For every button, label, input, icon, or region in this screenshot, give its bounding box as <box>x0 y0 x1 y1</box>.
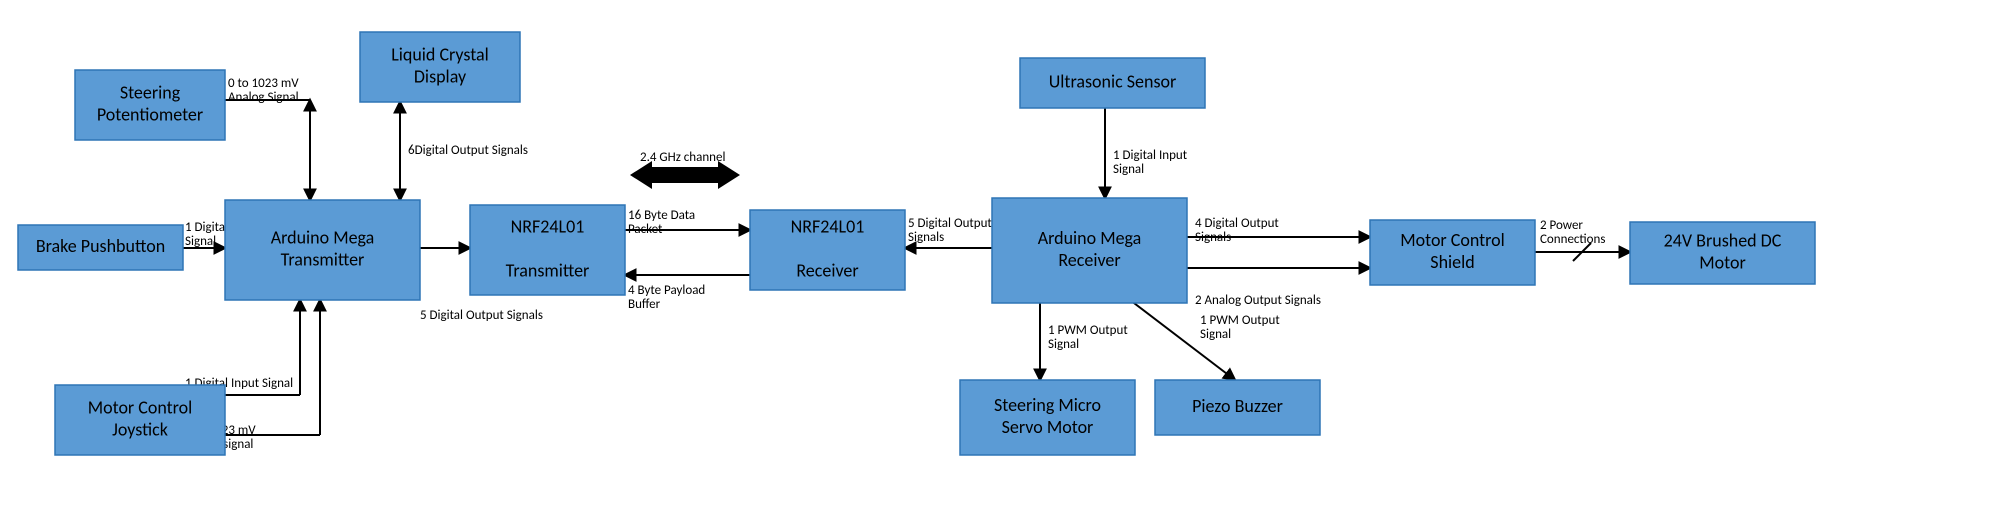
edge-label-mega_to_piezo-l1: Signal <box>1200 327 1231 342</box>
edge-label-ultra_to_mega-l0: 1 Digital Input <box>1113 148 1188 163</box>
node-ultra: Ultrasonic Sensor <box>1020 58 1205 108</box>
node-label-lcd-l1: Display <box>414 65 467 87</box>
node-label-servo-l1: Servo Motor <box>1002 416 1094 438</box>
edge-nrfrx_to_mega: 5 Digital OutputSignals <box>905 216 992 248</box>
edge-mega_to_shield_top: 4 Digital OutputSignals <box>1187 216 1370 245</box>
node-label-shield-l1: Shield <box>1430 251 1474 273</box>
edge-label-mega_to_lcd: 6Digital Output Signals <box>408 143 528 158</box>
node-label-steer_pot-l1: Potentiometer <box>97 103 203 125</box>
node-label-joy-l1: Joystick <box>112 418 168 440</box>
edge-label-mega_to_shield_top-l0: 4 Digital Output <box>1195 216 1279 231</box>
edge-label-nrftx_to_rx_top-l0: 16 Byte Data <box>628 208 695 223</box>
edge-ultra_to_mega: 1 Digital InputSignal <box>1105 108 1188 198</box>
edge-mega_to_lcd: 6Digital Output Signals <box>400 102 528 200</box>
node-label-brake: Brake Pushbutton <box>36 235 165 257</box>
edge-mega_to_piezo: 1 PWM OutputSignal <box>1130 300 1280 380</box>
edge-label-mega_to_shield_bot: 2 Analog Output Signals <box>1195 293 1321 308</box>
node-label-tx_mega-l0: Arduino Mega <box>271 226 375 248</box>
node-joy: Motor ControlJoystick <box>55 385 225 455</box>
node-label-ultra: Ultrasonic Sensor <box>1049 70 1177 92</box>
edge-pot_to_mega_h: 0 to 1023 mVAnalog Signal <box>225 76 310 105</box>
node-lcd: Liquid CrystalDisplay <box>360 32 520 102</box>
edge-mega_to_shield_bot: 2 Analog Output Signals <box>1187 268 1370 308</box>
edge-nrfrx_to_tx_bot: 4 Byte PayloadBuffer <box>625 275 750 312</box>
edge-label-mega_to_servo-l0: 1 PWM Output <box>1048 323 1128 338</box>
node-brake: Brake Pushbutton <box>18 225 183 270</box>
node-label-rx_mega-l1: Receiver <box>1058 249 1120 271</box>
node-label-nrf_tx-l0: NRF24L01 <box>511 215 585 237</box>
node-label-shield-l0: Motor Control <box>1400 229 1505 251</box>
node-label-piezo: Piezo Buzzer <box>1192 395 1283 417</box>
node-label-motor-l1: Motor <box>1699 251 1746 273</box>
edge-label-nrfrx_to_mega-l1: Signals <box>908 230 944 245</box>
edge-label-mega_to_shield_top-l1: Signals <box>1195 230 1231 245</box>
edge-label-mega_to_nrftx: 5 Digital Output Signals <box>420 308 543 323</box>
node-shield: Motor ControlShield <box>1370 220 1535 285</box>
node-steer_pot: SteeringPotentiometer <box>75 70 225 140</box>
node-label-motor-l0: 24V Brushed DC <box>1664 229 1782 251</box>
node-label-lcd-l0: Liquid Crystal <box>391 43 489 65</box>
edge-label-mega_to_piezo-l0: 1 PWM Output <box>1200 313 1280 328</box>
node-rx_mega: Arduino MegaReceiver <box>992 198 1187 303</box>
edge-label-mega_to_servo-l1: Signal <box>1048 337 1079 352</box>
node-label-servo-l0: Steering Micro <box>994 394 1101 416</box>
node-label-nrf_rx-l0: NRF24L01 <box>791 215 865 237</box>
edge-shield_to_motor: 2 PowerConnections <box>1535 218 1630 261</box>
node-motor: 24V Brushed DCMotor <box>1630 222 1815 284</box>
edge-label-shield_to_motor-l1: Connections <box>1540 232 1605 247</box>
node-label-nrf_rx-l2: Receiver <box>796 259 858 281</box>
node-label-nrf_tx-l2: Transmitter <box>506 259 590 281</box>
node-tx_mega: Arduino MegaTransmitter <box>225 200 420 300</box>
edge-label-nrfrx_to_tx_bot-l0: 4 Byte Payload <box>628 283 705 298</box>
node-nrf_rx: NRF24L01 Receiver <box>750 210 905 290</box>
edge-label-shield_to_motor-l0: 2 Power <box>1540 218 1583 233</box>
edge-label-pot_to_mega_h-l0: 0 to 1023 mV <box>228 76 299 91</box>
node-nrf_tx: NRF24L01 Transmitter <box>470 205 625 295</box>
edge-label-ultra_to_mega-l1: Signal <box>1113 162 1144 177</box>
edge-label-nrftx_to_rx_top-l1: Packet <box>628 222 663 237</box>
node-label-rx_mega-l0: Arduino Mega <box>1038 227 1142 249</box>
edge-rf_channel: 2.4 GHz channel <box>630 150 740 189</box>
node-label-joy-l0: Motor Control <box>88 396 193 418</box>
node-label-tx_mega-l1: Transmitter <box>281 248 365 270</box>
edge-label-pot_to_mega_h-l1: Analog Signal <box>228 90 299 105</box>
node-label-steer_pot-l0: Steering <box>120 81 181 103</box>
node-piezo: Piezo Buzzer <box>1155 380 1320 435</box>
edge-nrftx_to_rx_top: 16 Byte DataPacket <box>625 208 750 237</box>
node-servo: Steering MicroServo Motor <box>960 380 1135 455</box>
edge-mega_to_servo: 1 PWM OutputSignal <box>1040 303 1128 380</box>
edge-label-nrfrx_to_tx_bot-l1: Buffer <box>628 297 661 312</box>
edge-label-rf_channel: 2.4 GHz channel <box>640 150 725 165</box>
edge-label-brake_to_mega-l1: Signal <box>185 234 216 249</box>
edge-label-nrfrx_to_mega-l0: 5 Digital Output <box>908 216 992 231</box>
